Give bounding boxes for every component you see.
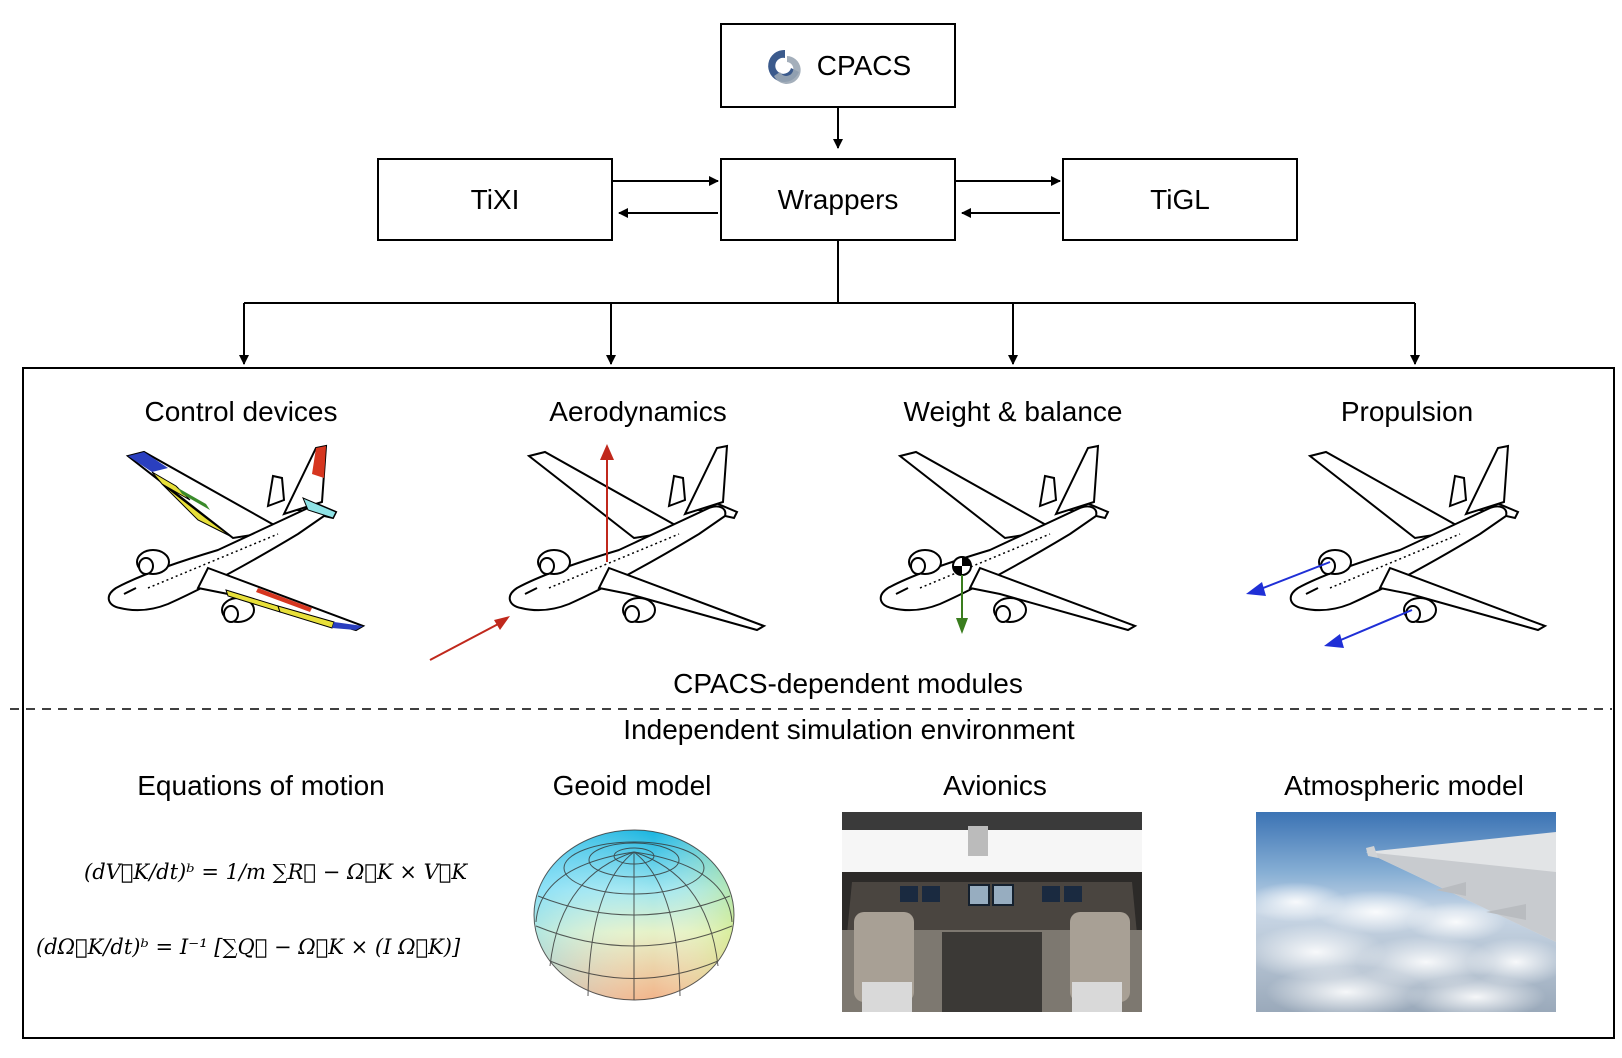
wing-over-clouds-photo [1256,812,1556,1012]
control-devices-aircraft [107,445,364,631]
propulsion-aircraft [1246,445,1546,648]
control-devices-heading: Control devices [144,396,338,427]
geoid-ellipsoid [533,829,735,1001]
equations-of-motion-heading: Equations of motion [137,770,385,801]
tigl-label: TiGL [1150,183,1210,215]
aerodynamics-aircraft [429,444,765,661]
atmospheric-model-heading: Atmospheric model [1284,770,1524,801]
cpacs-dependent-label: CPACS-dependent modules [673,668,1023,699]
wrappers-label: Wrappers [777,183,899,215]
translational-equation: (dV⃗K/dt)ᵇ = 1/m ∑R⃗ − Ω⃗K × V⃗K [84,860,468,884]
rotational-equation: (dΩ⃗K/dt)ᵇ = I⁻¹ [∑Q⃗ − Ω⃗K × (I Ω⃗K)] [36,935,461,959]
cpacs-logo-icon [767,49,801,84]
weight-balance-heading: Weight & balance [903,396,1123,427]
aerodynamics-heading: Aerodynamics [549,396,727,427]
tixi-box: TiXI [377,158,613,241]
cpacs-box: CPACS [720,23,956,108]
independent-environment-label: Independent simulation environment [623,714,1075,745]
tigl-box: TiGL [1062,158,1298,241]
avionics-heading: Avionics [943,770,1047,801]
tixi-label: TiXI [470,183,520,215]
cpacs-label: CPACS [816,49,912,81]
propulsion-heading: Propulsion [1340,396,1474,427]
weight-balance-aircraft [879,445,1136,634]
wrappers-box: Wrappers [720,158,956,241]
cockpit-photo [842,812,1142,1012]
geoid-model-heading: Geoid model [552,770,712,801]
